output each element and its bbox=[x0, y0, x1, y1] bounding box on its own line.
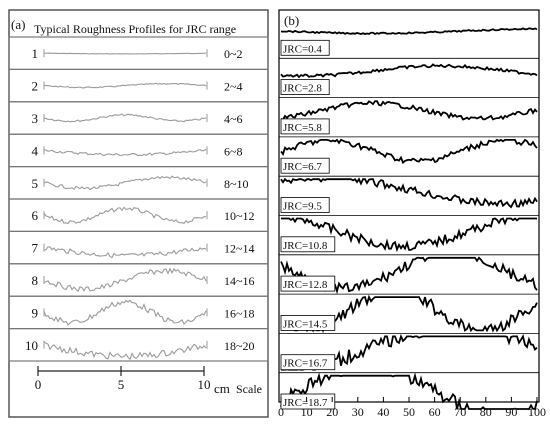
row-range: 0~2 bbox=[224, 47, 243, 61]
row-range: 4~6 bbox=[224, 112, 243, 126]
jrc-profile-line bbox=[280, 27, 538, 36]
profile-row: 4 6~8 bbox=[8, 133, 269, 168]
row-index: 9 bbox=[32, 305, 39, 320]
x-tick-label: 30 bbox=[352, 405, 364, 419]
jrc-profile: JRC=5.8 bbox=[279, 97, 539, 135]
row-index: 10 bbox=[25, 338, 38, 353]
x-axis: 0 10 20 30 40 50 60 70 80 90 100 bbox=[278, 397, 546, 419]
x-tick-label: 40 bbox=[377, 405, 389, 419]
profile-row: 5 8~10 bbox=[8, 166, 269, 200]
jrc-profile-line bbox=[280, 100, 538, 121]
roughness-profile bbox=[43, 246, 207, 259]
roughness-profile bbox=[43, 113, 207, 123]
row-range: 8~10 bbox=[224, 177, 249, 191]
row-index: 2 bbox=[32, 79, 39, 94]
x-tick-label: 90 bbox=[505, 405, 517, 419]
x-tick-label: 70 bbox=[454, 405, 466, 419]
x-tick-label: 60 bbox=[429, 405, 441, 419]
panel-a-title: Typical Roughness Profiles for JRC range bbox=[34, 22, 236, 36]
jrc-profile: JRC=14.5 bbox=[279, 293, 539, 334]
jrc-label: JRC=16.7 bbox=[283, 358, 328, 370]
jrc-label: JRC=14.5 bbox=[283, 318, 328, 330]
profile-row: 9 16~18 bbox=[8, 295, 269, 330]
jrc-profile: JRC=10.8 bbox=[279, 215, 539, 253]
x-tick-label: 20 bbox=[326, 405, 338, 419]
jrc-profile: JRC=16.7 bbox=[279, 332, 539, 371]
jrc-label: JRC=0.4 bbox=[283, 43, 322, 55]
panel-a: (a) Typical Roughness Profiles for JRC r… bbox=[8, 9, 269, 418]
profile-row: 2 2~4 bbox=[8, 68, 269, 103]
x-tick-label: 100 bbox=[528, 405, 546, 419]
scale-tick-5: 5 bbox=[118, 377, 125, 392]
row-index: 3 bbox=[32, 111, 39, 126]
row-range: 12~14 bbox=[224, 242, 255, 256]
jrc-label: JRC=6.7 bbox=[283, 161, 322, 173]
row-index: 6 bbox=[32, 208, 39, 223]
x-tick-label: 80 bbox=[480, 405, 492, 419]
jrc-profile-line bbox=[280, 63, 538, 79]
x-tick-label: 10 bbox=[301, 405, 313, 419]
jrc-label: JRC=9.5 bbox=[283, 201, 322, 213]
profile-row: 10 18~20 bbox=[8, 328, 269, 362]
profile-row: 3 4~6 bbox=[8, 101, 269, 135]
roughness-profile bbox=[43, 148, 207, 157]
panel-b-label: (b) bbox=[284, 13, 299, 28]
jrc-profile: JRC=12.8 bbox=[279, 254, 539, 295]
roughness-profile bbox=[43, 175, 207, 191]
panel-b: (b) JRC=0.4JRC=2.8JRC=5.8JRC=6.7JRC=9.5J… bbox=[278, 9, 546, 419]
roughness-profile bbox=[43, 82, 207, 89]
jrc-profile-line bbox=[280, 177, 538, 209]
scale-unit: cm bbox=[214, 381, 230, 396]
row-index: 4 bbox=[32, 143, 39, 158]
jrc-profiles: JRC=0.4 JRC=2.8 JRC=5.8 JRC=6.7 JRC=9.5 JRC=1… bbox=[279, 27, 539, 410]
profile-row: 7 12~14 bbox=[8, 230, 269, 265]
x-tick-label: 50 bbox=[403, 405, 415, 419]
jrc-profile-line bbox=[281, 217, 538, 253]
profile-row: 1 0~2 bbox=[8, 36, 269, 71]
roughness-profile bbox=[43, 341, 207, 361]
row-range: 16~18 bbox=[224, 306, 255, 320]
profile-row: 6 10~12 bbox=[8, 198, 269, 233]
jrc-label: JRC=12.8 bbox=[283, 279, 328, 291]
row-index: 5 bbox=[32, 176, 39, 191]
jrc-profile: JRC=18.7 bbox=[279, 372, 539, 410]
jrc-profile-line bbox=[280, 372, 538, 410]
scale-tick-10: 10 bbox=[198, 377, 211, 392]
roughness-profile bbox=[43, 299, 207, 326]
roughness-profile bbox=[43, 52, 207, 55]
row-range: 18~20 bbox=[224, 339, 255, 353]
roughness-profile bbox=[43, 267, 207, 292]
row-range: 2~4 bbox=[224, 80, 243, 94]
row-index: 8 bbox=[32, 273, 39, 288]
profile-rows: 1 0~2 2 2~4 3 4~6 4 6~8 5 8~10 6 10~12 7 12~14 8 14~16 9… bbox=[8, 36, 269, 362]
row-range: 10~12 bbox=[224, 209, 255, 223]
roughness-profile bbox=[43, 206, 207, 225]
scale-label: Scale bbox=[236, 382, 262, 396]
jrc-profile: JRC=2.8 bbox=[279, 57, 539, 95]
row-range: 6~8 bbox=[224, 144, 243, 158]
x-tick-label: 0 bbox=[278, 405, 284, 419]
jrc-profile-line bbox=[280, 138, 538, 165]
jrc-profile: JRC=9.5 bbox=[279, 175, 539, 213]
panel-a-label: (a) bbox=[11, 17, 25, 32]
jrc-label: JRC=5.8 bbox=[283, 122, 322, 134]
jrc-label: JRC=10.8 bbox=[283, 240, 328, 252]
jrc-profile: JRC=6.7 bbox=[279, 136, 539, 174]
scale-tick-0: 0 bbox=[35, 377, 42, 392]
row-index: 7 bbox=[32, 241, 39, 256]
row-range: 14~16 bbox=[224, 274, 255, 288]
row-index: 1 bbox=[32, 46, 39, 61]
scale-bar: 0 5 10 cm Scale bbox=[35, 366, 262, 396]
jrc-label: JRC=18.7 bbox=[283, 397, 328, 409]
profile-row: 8 14~16 bbox=[8, 263, 269, 297]
jrc-label: JRC=2.8 bbox=[283, 83, 322, 95]
jrc-profile: JRC=0.4 bbox=[280, 27, 538, 56]
